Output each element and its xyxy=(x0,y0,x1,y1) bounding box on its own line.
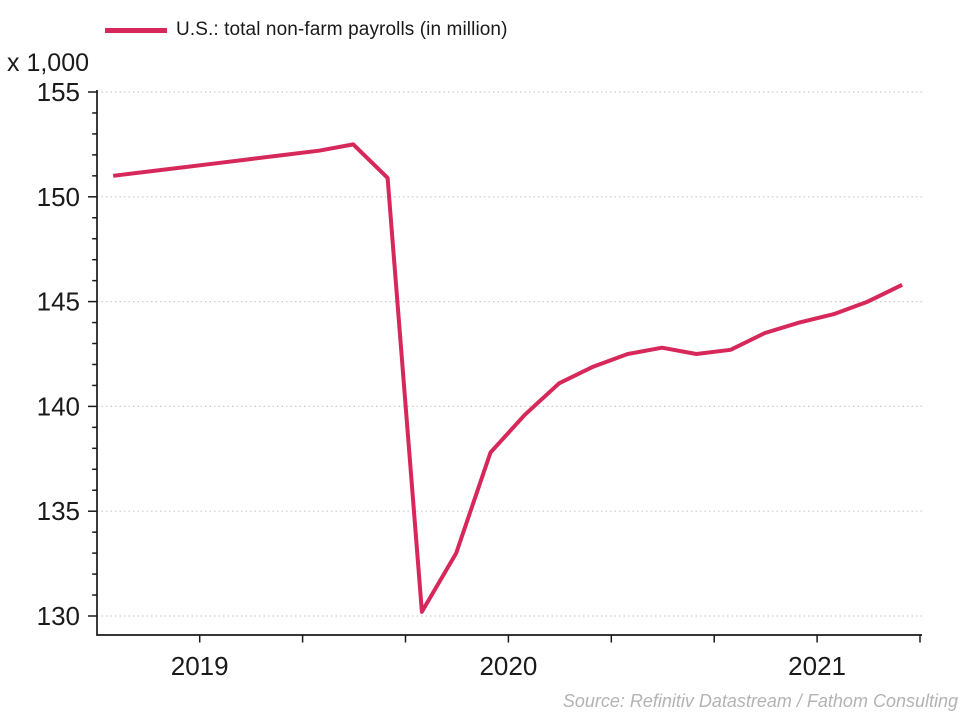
y-tick-label: 140 xyxy=(37,391,80,421)
y-tick-label: 150 xyxy=(37,182,80,212)
legend: U.S.: total non-farm payrolls (in millio… xyxy=(105,19,508,41)
y-axis-unit-label: x 1,000 xyxy=(7,49,90,77)
y-tick-label: 145 xyxy=(37,287,80,317)
y-tick-label: 130 xyxy=(37,601,80,631)
x-tick-label: 2020 xyxy=(479,651,537,681)
axes xyxy=(96,90,922,636)
x-tick-label: 2019 xyxy=(171,651,229,681)
x-tick-label: 2021 xyxy=(788,651,846,681)
y-tick-label: 155 xyxy=(37,77,80,107)
legend-line-swatch xyxy=(105,27,167,33)
y-tick-label: 135 xyxy=(37,496,80,526)
legend-label: U.S.: total non-farm payrolls (in millio… xyxy=(176,19,508,40)
source-credit: Source: Refinitiv Datastream / Fathom Co… xyxy=(562,691,958,711)
series-line xyxy=(112,142,903,614)
